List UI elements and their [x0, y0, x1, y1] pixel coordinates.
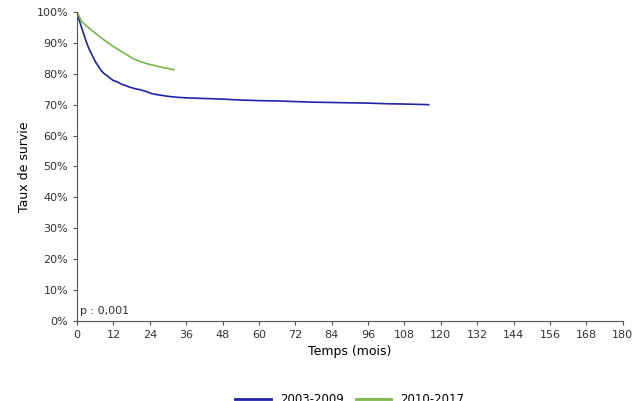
Y-axis label: Taux de survie: Taux de survie	[18, 121, 31, 212]
2010-2017	[112, 46, 120, 51]
2010-2017	[74, 13, 82, 18]
2010-2017	[89, 28, 96, 33]
2010-2017	[103, 40, 111, 45]
2010-2017	[107, 42, 114, 47]
2003-2009	[100, 71, 108, 76]
2010-2017	[73, 10, 81, 14]
2010-2017	[116, 48, 123, 53]
2010-2017	[155, 64, 163, 69]
2010-2017	[152, 63, 160, 68]
2010-2017	[137, 59, 144, 64]
2003-2009	[90, 56, 98, 61]
2010-2017	[167, 67, 175, 71]
2010-2017	[79, 20, 87, 25]
Text: p : 0,001: p : 0,001	[80, 306, 129, 316]
2003-2009	[73, 10, 81, 14]
2010-2017	[170, 67, 178, 72]
X-axis label: Temps (mois): Temps (mois)	[308, 345, 392, 358]
Line: 2003-2009: 2003-2009	[77, 12, 429, 105]
2010-2017	[131, 57, 139, 62]
2003-2009	[103, 73, 111, 78]
2003-2009	[413, 102, 421, 107]
2010-2017	[146, 62, 153, 67]
2010-2017	[82, 24, 90, 28]
2010-2017	[143, 61, 151, 66]
2010-2017	[76, 16, 84, 20]
Legend: 2003-2009, 2010-2017: 2003-2009, 2010-2017	[230, 389, 469, 401]
2010-2017	[98, 36, 105, 41]
2010-2017	[161, 65, 169, 70]
2010-2017	[140, 60, 148, 65]
2010-2017	[128, 55, 135, 60]
2010-2017	[164, 66, 172, 71]
2010-2017	[85, 26, 93, 30]
Line: 2010-2017: 2010-2017	[77, 12, 174, 70]
2003-2009	[158, 93, 166, 98]
2010-2017	[119, 50, 126, 55]
2010-2017	[122, 52, 130, 57]
2010-2017	[78, 19, 85, 24]
2010-2017	[149, 63, 157, 67]
2010-2017	[134, 58, 141, 63]
2003-2009	[425, 102, 433, 107]
2003-2009	[182, 95, 190, 100]
2010-2017	[91, 30, 99, 35]
2010-2017	[100, 38, 108, 43]
2010-2017	[125, 53, 132, 58]
2010-2017	[158, 65, 166, 70]
2010-2017	[94, 33, 102, 38]
2010-2017	[110, 44, 117, 49]
